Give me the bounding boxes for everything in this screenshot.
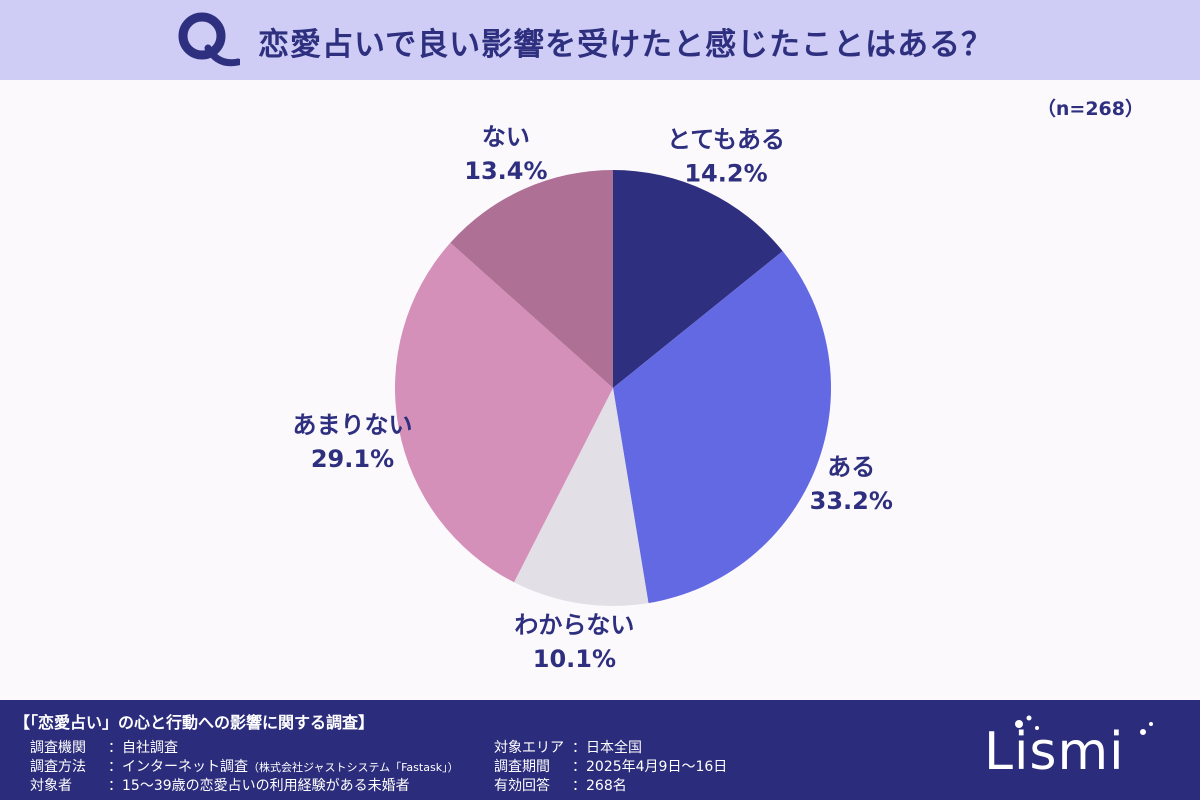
footer-row-area: 対象エリア ：日本全国 [494, 737, 642, 757]
survey-footer: 【「恋愛占い」の心と行動への影響に関する調査】 調査機関 ：自社調査 調査方法 ：イ… [0, 700, 1200, 800]
footer-label: 対象エリア [494, 740, 564, 756]
slice-category-label: わからない [514, 611, 634, 639]
footer-row-target: 対象者 ：15～39歳の恋愛占いの利用経験がある未婚者 [30, 775, 410, 795]
slice-category-label: ある [827, 453, 875, 481]
sparkle-icon [1015, 715, 1153, 735]
pie-slices [394, 169, 831, 607]
slice-category-label: あまりない [293, 411, 413, 439]
footer-value: 自社調査 [122, 740, 178, 756]
pie-slice [394, 242, 613, 583]
pie-slice [613, 251, 831, 604]
question-header: 恋愛占いで良い影響を受けたと感じたことはある？ [0, 0, 1200, 80]
footer-sep: ： [572, 740, 586, 756]
sample-size: （n=268） [1036, 98, 1144, 120]
footer-value: 日本全国 [586, 740, 642, 756]
pie-slice [514, 388, 649, 607]
slice-value-label: 10.1% [533, 645, 616, 673]
footer-sep: ： [108, 778, 122, 794]
pie-labels: とてもある 14.2% ある 33.2% わからない 10.1% あまりない 29.1% ない 1… [293, 123, 893, 673]
pie-slice [450, 169, 613, 388]
slice-value-label: 33.2% [810, 487, 893, 515]
slice-category-label: とてもある [667, 126, 785, 154]
brand-logo: Lismi [984, 722, 1125, 782]
slice-value-label: 29.1% [311, 445, 394, 473]
slice-category-label: ない [482, 123, 530, 151]
survey-title: 【「恋愛占い」の心と行動への影響に関する調査】 [14, 713, 375, 732]
footer-sep: ： [108, 759, 122, 775]
footer-row-period: 調査期間 ：2025年4月9日～16日 [494, 756, 727, 776]
slice-value-label: 13.4% [464, 157, 547, 185]
footer-sep: ： [108, 740, 122, 756]
footer-row-method: 調査方法 ：インターネット調査（株式会社ジャストシステム「Fastask」） [30, 756, 459, 776]
pie-chart: とてもある 14.2% ある 33.2% わからない 10.1% あまりない 29.1% ない 1… [293, 123, 893, 673]
footer-label: 対象者 [30, 778, 72, 794]
pie-slice [613, 170, 783, 388]
footer-note: （株式会社ジャストシステム「Fastask」） [248, 761, 459, 774]
footer-value: 15～39歳の恋愛占いの利用経験がある未婚者 [122, 778, 410, 794]
footer-value: インターネット調査 [122, 759, 248, 775]
footer-label: 調査機関 [30, 740, 86, 756]
footer-value: 2025年4月9日～16日 [586, 759, 728, 775]
question-title: 恋愛占いで良い影響を受けたと感じたことはある？ [258, 27, 994, 63]
slice-value-label: 14.2% [684, 160, 767, 188]
footer-label: 有効回答 [494, 778, 550, 794]
q-logo-icon [178, 12, 240, 67]
footer-label: 調査期間 [494, 759, 550, 775]
footer-row-responses: 有効回答 ：268名 [494, 775, 627, 795]
footer-value: 268名 [586, 778, 627, 794]
footer-sep: ： [572, 759, 586, 775]
footer-label: 調査方法 [30, 759, 86, 775]
footer-sep: ： [572, 778, 586, 794]
footer-row-institution: 調査機関 ：自社調査 [30, 737, 178, 757]
